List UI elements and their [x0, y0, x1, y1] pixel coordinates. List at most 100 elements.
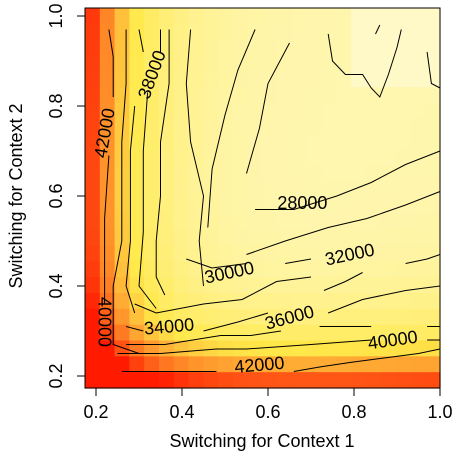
- heat-cell: [203, 118, 219, 136]
- heat-cell: [277, 23, 293, 41]
- heat-cell: [247, 55, 264, 72]
- heat-cell: [114, 356, 130, 373]
- heat-cell: [306, 71, 323, 88]
- heat-cell: [351, 213, 367, 231]
- heat-cell: [425, 87, 441, 104]
- heat-cell: [247, 261, 264, 278]
- heat-cell: [99, 55, 116, 72]
- heat-cell: [203, 39, 219, 57]
- heat-cell: [262, 23, 278, 41]
- heat-cell: [292, 8, 308, 25]
- contour-line: [293, 348, 441, 372]
- heat-cell: [366, 293, 382, 310]
- heat-cell: [144, 134, 160, 152]
- x-axis-title: Switching for Context 1: [169, 431, 354, 451]
- heat-cell: [410, 245, 426, 262]
- heat-cell: [129, 324, 145, 342]
- heat-cell: [247, 356, 264, 373]
- heat-cell: [188, 103, 204, 120]
- contour-line: [285, 258, 312, 264]
- heat-cell: [218, 39, 234, 57]
- heat-cell: [218, 308, 234, 326]
- contour-line: [108, 29, 114, 97]
- x-tick-label: 1.0: [427, 402, 452, 422]
- heat-cell: [380, 324, 397, 342]
- heat-cell: [173, 39, 190, 57]
- heat-cell: [114, 308, 130, 326]
- heat-cell: [232, 87, 249, 104]
- heat-cell: [158, 277, 175, 294]
- heat-cell: [262, 8, 278, 25]
- contour-line: [203, 312, 269, 332]
- heat-cell: [336, 198, 352, 215]
- heat-cell: [203, 55, 219, 72]
- heat-cell: [306, 261, 323, 278]
- heat-cell: [188, 340, 204, 357]
- heat-cell: [306, 229, 323, 247]
- heat-cell: [336, 118, 352, 136]
- contour-line: [426, 51, 441, 89]
- heat-cell: [380, 134, 397, 152]
- heat-cell: [425, 277, 441, 294]
- heat-cell: [292, 198, 308, 215]
- heat-cell: [321, 103, 338, 120]
- heat-cell: [292, 39, 308, 57]
- heat-cell: [218, 71, 234, 88]
- heat-cell: [114, 87, 130, 104]
- heat-cell: [366, 308, 382, 326]
- contour-label: 28000: [277, 193, 327, 213]
- heat-cell: [262, 166, 278, 183]
- heat-cell: [99, 213, 116, 231]
- heat-cell: [188, 87, 204, 104]
- heat-cell: [144, 23, 160, 41]
- heat-cell: [380, 150, 397, 167]
- heat-cell: [321, 340, 338, 357]
- x-tick-label: 0.6: [255, 402, 280, 422]
- heat-cell: [351, 245, 367, 262]
- heat-cell: [306, 166, 323, 183]
- heat-cell: [277, 340, 293, 357]
- heat-cell: [351, 71, 367, 88]
- heat-cell: [306, 356, 323, 373]
- heat-cell: [85, 182, 101, 199]
- heat-cell: [262, 134, 278, 152]
- heat-cell: [336, 213, 352, 231]
- heat-cell: [188, 182, 204, 199]
- heat-cell: [203, 134, 219, 152]
- heat-cell: [262, 261, 278, 278]
- heat-cell: [380, 23, 397, 41]
- heat-cell: [99, 118, 116, 136]
- heat-cell: [262, 213, 278, 231]
- heat-cell: [173, 324, 190, 342]
- heat-cell: [129, 134, 145, 152]
- heat-cell: [306, 213, 323, 231]
- heat-cell: [262, 150, 278, 167]
- heat-cell: [99, 71, 116, 88]
- heat-cell: [336, 356, 352, 373]
- heat-cell: [306, 103, 323, 120]
- heat-cell: [336, 229, 352, 247]
- heat-cell: [336, 71, 352, 88]
- heat-cell: [85, 293, 101, 310]
- heat-cell: [336, 277, 352, 294]
- heat-cell: [395, 293, 412, 310]
- heat-cell: [188, 356, 204, 373]
- heat-cell: [321, 198, 338, 215]
- contour-line: [246, 42, 290, 174]
- heat-cell: [410, 213, 426, 231]
- heat-cell: [321, 71, 338, 88]
- heat-cell: [232, 277, 249, 294]
- heat-cell: [351, 182, 367, 199]
- heat-cell: [129, 356, 145, 373]
- heat-cell: [425, 103, 441, 120]
- heat-cell: [306, 134, 323, 152]
- heat-cell: [292, 71, 308, 88]
- heat-cell: [410, 308, 426, 326]
- heat-cell: [410, 8, 426, 25]
- heat-cell: [129, 23, 145, 41]
- heat-cell: [218, 8, 234, 25]
- heat-cell: [306, 340, 323, 357]
- heat-cell: [129, 166, 145, 183]
- heat-cell: [173, 308, 190, 326]
- heat-cell: [292, 277, 308, 294]
